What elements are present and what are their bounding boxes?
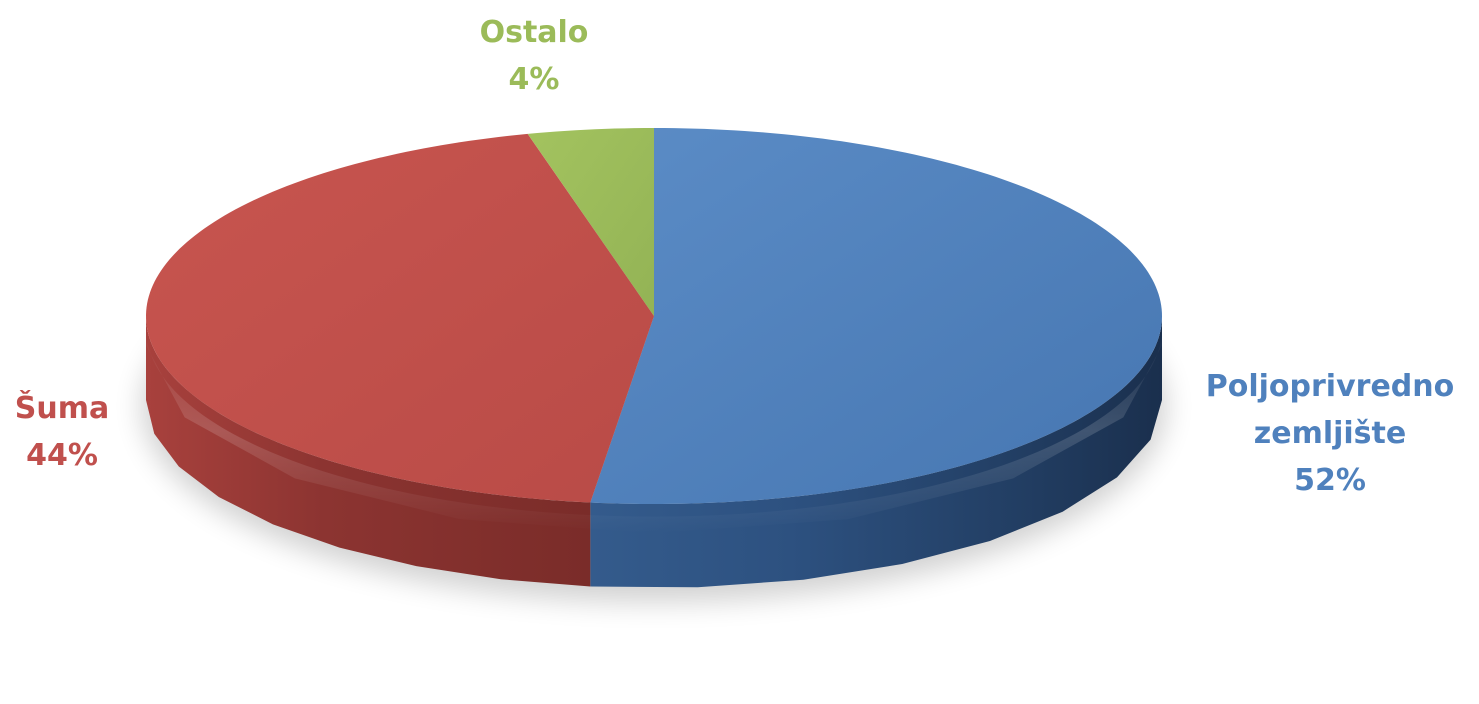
slice-ostalo (527, 128, 654, 316)
percent-label: 52% (1294, 463, 1366, 498)
slice-label-šuma: Šuma 44% (15, 389, 109, 473)
percent-label: 4% (509, 62, 560, 97)
pie-tops (146, 128, 1162, 504)
percent-label: 44% (26, 438, 98, 473)
pie-sides (146, 316, 1162, 588)
slice-label-ostalo: Ostalo 4% (480, 15, 589, 97)
category-label: Šuma (15, 389, 109, 426)
category-label: zemljište (1254, 416, 1406, 451)
category-label: Poljoprivredno (1206, 369, 1454, 404)
category-label: Ostalo (480, 15, 589, 50)
pie-labels: Poljoprivredno zemljište 52% Šuma 44% Ostalo 4… (15, 15, 1454, 498)
slice-label-poljoprivredno: Poljoprivredno zemljište 52% (1206, 369, 1454, 498)
slice-poljoprivredno (590, 128, 1162, 504)
slice-šuma (146, 133, 654, 503)
